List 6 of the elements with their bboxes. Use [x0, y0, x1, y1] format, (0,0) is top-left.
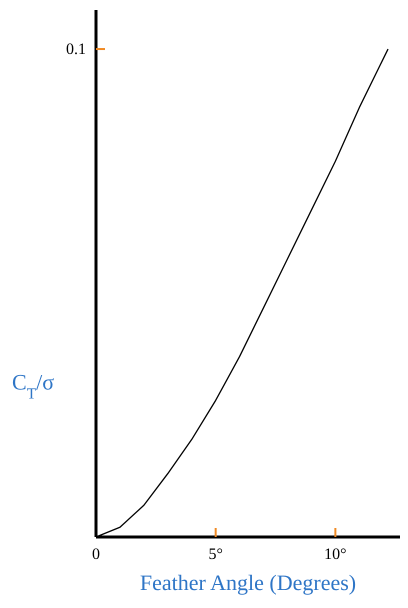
text: 0.1: [66, 41, 86, 58]
y-axis-title: C$_{T}$/σ: [12, 369, 54, 402]
x-axis-title: Feather Angle (Degrees): [140, 570, 356, 595]
x-tick-label: 0: [92, 546, 100, 563]
x-tick-label: 5°: [208, 546, 223, 563]
x-tick-label: 10°: [324, 546, 347, 563]
